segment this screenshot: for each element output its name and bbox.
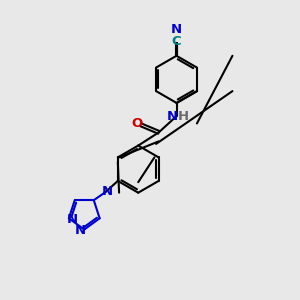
Text: O: O — [131, 117, 142, 130]
Text: N: N — [67, 213, 78, 226]
Text: H: H — [178, 110, 189, 123]
Text: C: C — [172, 35, 181, 48]
Text: N: N — [171, 23, 182, 36]
Text: N: N — [101, 185, 112, 198]
Text: N: N — [75, 224, 86, 238]
Text: N: N — [167, 110, 178, 123]
